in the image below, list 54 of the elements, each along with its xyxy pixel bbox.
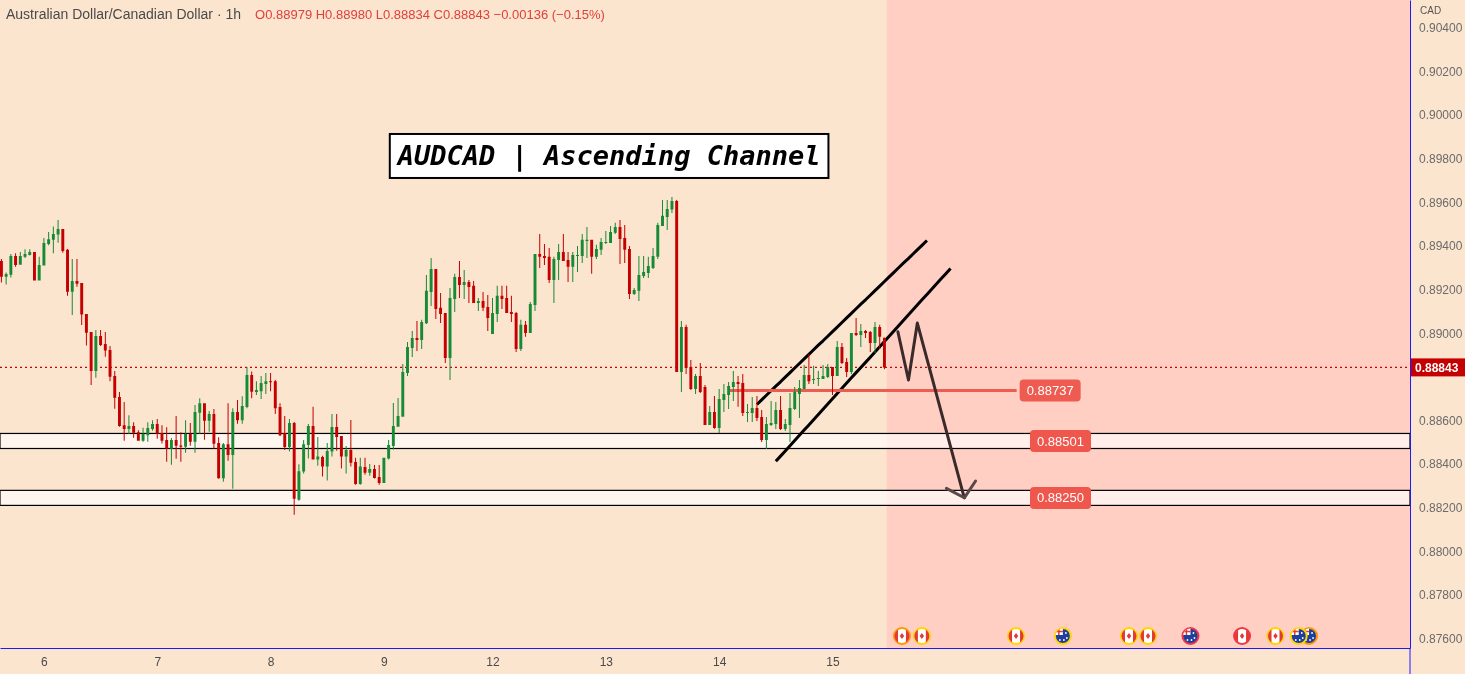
candlestick [415,320,419,352]
candlestick [576,245,579,272]
y-axis-title: CAD [1420,5,1442,16]
candlestick [538,233,542,268]
chart-subtitle: Australian Dollar/Canadian Dollar · 1h [6,6,242,22]
y-tick-label: 0.89800 [1419,152,1463,167]
ref-line-label: 0.88843 [1415,360,1459,375]
line-series [755,238,929,406]
candlestick [746,404,749,422]
y-tick-label: 0.87600 [1419,631,1463,646]
candlestick [854,317,858,336]
x-tick-label: 6 [41,654,49,669]
band-label: 0.88250 [1037,490,1085,506]
y-tick-label: 0.88200 [1419,500,1463,515]
x-tick-label: 14 [712,654,727,669]
candlestick [816,370,820,386]
y-tick-label: 0.90400 [1419,21,1463,36]
text: AUDCAD | Ascending Channel [395,140,821,173]
series-label: 0.88737 [1026,383,1074,399]
x-tick-label: 12 [486,654,500,669]
candlestick [500,285,504,309]
line-series [774,266,953,463]
candlestick [797,380,801,418]
candlestick [70,259,74,316]
y-tick-label: 0.90000 [1419,108,1463,123]
x-tick-label: 7 [154,654,162,669]
y-tick-label: 0.87800 [1419,588,1463,603]
candlestick [769,400,773,427]
y-tick-label: 0.89400 [1419,239,1463,254]
y-tick-label: 0.89200 [1419,282,1463,297]
x-tick-label: 15 [826,654,840,669]
candlestick [316,436,320,466]
y-tick-label: 0.89600 [1419,195,1463,210]
y-tick-label: 0.88600 [1419,413,1463,428]
x-tick-label: 9 [381,654,389,669]
candlestick [542,243,546,265]
y-tick-label: 0.88000 [1419,544,1463,559]
x-tick-label: 8 [267,654,275,669]
candlestick [174,416,178,459]
candlestick [509,295,513,323]
annotation: O0.88979 H0.88980 L0.88834 C0.88843 −0.00136 (−0.15%) [255,7,605,22]
x-tick-label: 13 [599,654,614,669]
candlestick [56,220,60,243]
candlestick [462,269,466,299]
candlestick [812,365,816,384]
candlestick [122,402,126,441]
y-tick-label: 0.89000 [1419,326,1463,341]
candlestick [254,381,258,396]
band-label: 0.88501 [1037,433,1085,449]
candlestick [226,403,230,461]
y-tick-label: 0.88400 [1419,457,1463,472]
y-tick-label: 0.90200 [1419,64,1463,79]
candlestick [859,324,863,347]
candlestick [269,373,273,392]
